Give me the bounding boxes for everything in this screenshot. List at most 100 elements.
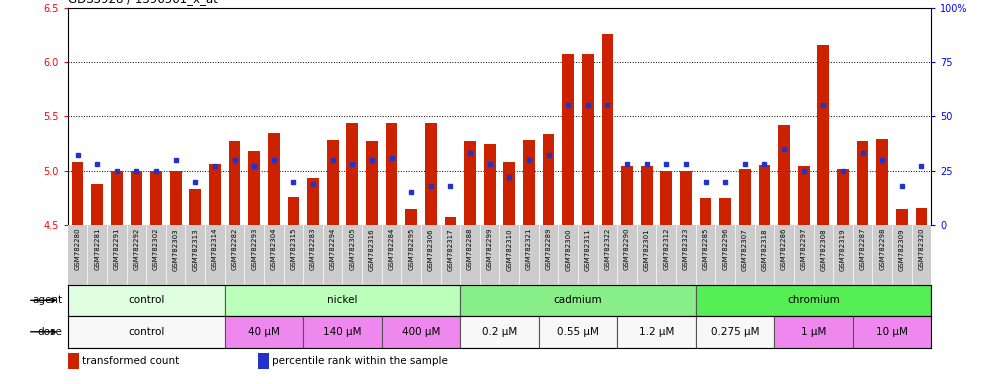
Bar	[582, 55, 594, 225]
Bar	[111, 170, 123, 225]
Bar	[229, 141, 240, 225]
Text: GSM782293: GSM782293	[251, 228, 257, 270]
Text: GSM782302: GSM782302	[153, 228, 159, 270]
Bar	[225, 316, 303, 348]
Text: dose: dose	[38, 327, 63, 337]
Bar	[425, 123, 436, 225]
Text: cadmium: cadmium	[554, 295, 603, 305]
Bar	[523, 140, 535, 225]
Text: GSM782282: GSM782282	[231, 228, 238, 270]
Text: 1 μM: 1 μM	[801, 327, 827, 337]
Bar	[660, 170, 672, 225]
Text: GSM782309: GSM782309	[898, 228, 904, 271]
Text: 400 μM: 400 μM	[401, 327, 440, 337]
Text: GSM782288: GSM782288	[467, 228, 473, 270]
Bar	[68, 353, 79, 369]
Text: 0.275 μM: 0.275 μM	[711, 327, 759, 337]
Bar	[818, 45, 830, 225]
Bar	[209, 164, 221, 225]
Bar	[739, 169, 751, 225]
Bar	[915, 208, 927, 225]
Bar	[444, 217, 456, 225]
Text: GSM782286: GSM782286	[781, 228, 787, 270]
Text: GSM782317: GSM782317	[447, 228, 453, 271]
Bar	[696, 316, 774, 348]
Text: 140 μM: 140 μM	[324, 327, 362, 337]
Text: percentile rank within the sample: percentile rank within the sample	[272, 356, 447, 366]
Bar	[857, 141, 869, 225]
Bar	[778, 125, 790, 225]
Bar	[539, 316, 618, 348]
Text: GSM782287: GSM782287	[860, 228, 866, 270]
Text: GSM782300: GSM782300	[565, 228, 571, 271]
Bar	[759, 165, 770, 225]
Bar	[503, 162, 515, 225]
Bar	[72, 162, 84, 225]
Bar	[699, 198, 711, 225]
Bar	[169, 170, 181, 225]
Bar	[367, 141, 377, 225]
Text: 40 μM: 40 μM	[248, 327, 280, 337]
Text: 0.55 μM: 0.55 μM	[557, 327, 599, 337]
Bar	[189, 189, 201, 225]
Text: GSM782297: GSM782297	[801, 228, 807, 270]
Text: control: control	[128, 327, 164, 337]
Text: GSM782289: GSM782289	[546, 228, 552, 270]
Bar	[680, 170, 692, 225]
Bar	[327, 140, 339, 225]
Text: GDS3928 / 1396561_x_at: GDS3928 / 1396561_x_at	[68, 0, 217, 5]
Bar	[460, 285, 696, 316]
Bar	[150, 170, 162, 225]
Bar	[696, 285, 931, 316]
Bar	[484, 144, 496, 225]
Bar	[853, 316, 931, 348]
Text: GSM782316: GSM782316	[369, 228, 374, 271]
Bar	[68, 285, 225, 316]
Text: GSM782298: GSM782298	[879, 228, 885, 270]
Bar	[385, 123, 397, 225]
Bar	[640, 166, 652, 225]
Text: GSM782321: GSM782321	[526, 228, 532, 270]
Bar	[225, 285, 460, 316]
Bar	[405, 209, 417, 225]
Text: GSM782306: GSM782306	[428, 228, 434, 271]
Text: nickel: nickel	[328, 295, 358, 305]
Bar	[258, 353, 269, 369]
Text: chromium: chromium	[787, 295, 840, 305]
Bar	[307, 178, 319, 225]
Bar	[837, 169, 849, 225]
Text: GSM782308: GSM782308	[821, 228, 827, 271]
Bar	[622, 166, 632, 225]
Text: GSM782299: GSM782299	[487, 228, 493, 270]
Text: GSM782313: GSM782313	[192, 228, 198, 271]
Text: GSM782280: GSM782280	[75, 228, 81, 270]
Text: control: control	[128, 295, 164, 305]
Text: 1.2 μM: 1.2 μM	[638, 327, 674, 337]
Bar	[381, 316, 460, 348]
Bar	[719, 198, 731, 225]
Text: 0.2 μM: 0.2 μM	[482, 327, 517, 337]
Bar	[248, 151, 260, 225]
Text: agent: agent	[33, 295, 63, 305]
Text: GSM782307: GSM782307	[742, 228, 748, 271]
Text: GSM782284: GSM782284	[388, 228, 394, 270]
Bar	[618, 316, 696, 348]
Bar	[68, 316, 225, 348]
Bar	[92, 184, 103, 225]
Text: GSM782315: GSM782315	[291, 228, 297, 270]
Bar	[602, 34, 614, 225]
Text: GSM782283: GSM782283	[310, 228, 316, 270]
Text: GSM782290: GSM782290	[624, 228, 630, 270]
Bar	[798, 166, 810, 225]
Text: 10 μM: 10 μM	[876, 327, 908, 337]
Bar	[563, 55, 574, 225]
Bar	[288, 197, 300, 225]
Text: GSM782320: GSM782320	[918, 228, 924, 270]
Text: GSM782322: GSM782322	[605, 228, 611, 270]
Text: GSM782323: GSM782323	[683, 228, 689, 270]
Bar	[460, 316, 539, 348]
Text: GSM782318: GSM782318	[761, 228, 768, 271]
Text: GSM782285: GSM782285	[702, 228, 708, 270]
Text: transformed count: transformed count	[82, 356, 179, 366]
Bar	[130, 170, 142, 225]
